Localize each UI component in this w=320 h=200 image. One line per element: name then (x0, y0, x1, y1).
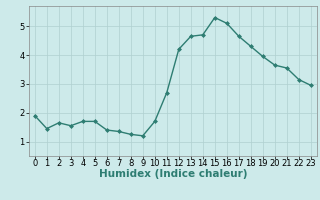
X-axis label: Humidex (Indice chaleur): Humidex (Indice chaleur) (99, 169, 247, 179)
